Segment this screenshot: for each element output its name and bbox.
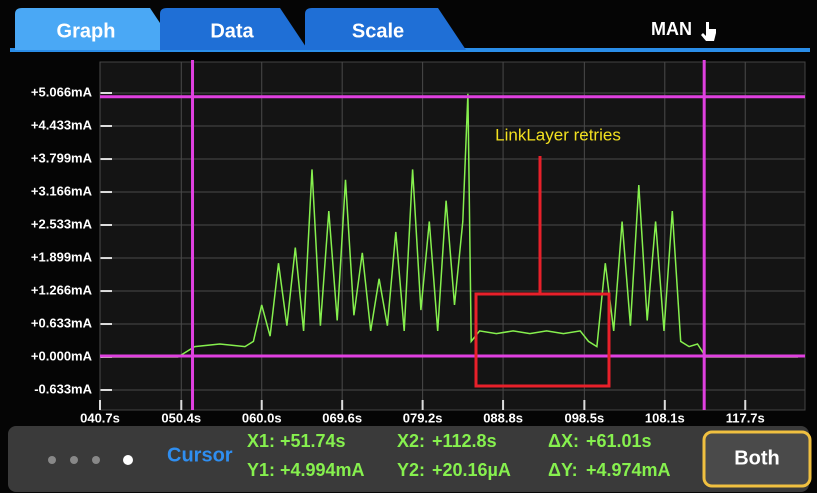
tab-label: Graph xyxy=(57,20,116,42)
page-dot xyxy=(70,456,78,464)
x-tick-label: 040.7s xyxy=(80,410,120,425)
x-tick-label: 108.1s xyxy=(645,410,685,425)
y-tick-label: +1.899mA xyxy=(31,249,93,264)
y-tick-label: -0.633mA xyxy=(34,381,92,396)
x-tick-label: 098.5s xyxy=(564,410,604,425)
y-tick-label: +0.633mA xyxy=(31,315,93,330)
mode-label[interactable]: MAN xyxy=(651,19,692,39)
y-tick-label: +4.433mA xyxy=(31,117,93,132)
x-tick-label: 050.4s xyxy=(161,410,201,425)
y-tick-label: +0.000mA xyxy=(31,348,93,363)
tab-label: Scale xyxy=(352,20,404,42)
plot-area xyxy=(99,61,806,411)
x-tick-label: 117.7s xyxy=(726,410,765,425)
cursor-title: Cursor xyxy=(167,444,233,466)
x-tick-label: 088.8s xyxy=(483,410,523,425)
annotation-box xyxy=(474,292,611,388)
x-tick-label: 060.0s xyxy=(242,410,282,425)
cursor-panel xyxy=(8,426,809,492)
page-dot xyxy=(92,456,100,464)
readout-name: ΔX: xyxy=(548,431,579,451)
x-tick-label: 069.6s xyxy=(322,410,362,425)
y-tick-label: +1.266mA xyxy=(31,282,93,297)
y-tick-label: +2.533mA xyxy=(31,216,93,231)
page-dot xyxy=(123,455,133,465)
readout-name: X1: xyxy=(247,431,275,451)
page-dot xyxy=(48,456,56,464)
readout-name: ΔY: xyxy=(548,460,578,480)
readout-name: Y2: xyxy=(397,460,425,480)
readout-value: +112.8s xyxy=(432,431,497,451)
readout-value: +4.974mA xyxy=(586,460,671,480)
readout-name: X2: xyxy=(397,431,425,451)
button-label: Both xyxy=(734,447,780,469)
x-tick-label: 079.2s xyxy=(403,410,443,425)
tab-scale[interactable] xyxy=(305,8,466,50)
readout-value: +4.994mA xyxy=(280,460,365,480)
both-button[interactable] xyxy=(702,430,812,488)
readout-value: +61.01s xyxy=(586,431,652,451)
plot: +5.066mA +4.433mA +3.799mA +3.166mA +2.533mA… xyxy=(31,60,805,425)
y-tick-label: +3.799mA xyxy=(31,150,93,165)
y-tick-label: +3.166mA xyxy=(31,183,93,198)
trace xyxy=(102,93,798,358)
tab-graph[interactable] xyxy=(15,8,178,50)
annotation: LinkLayer retries xyxy=(495,125,621,144)
tab-label: Data xyxy=(210,20,254,42)
readout-value: +51.74s xyxy=(280,431,346,451)
hand-icon xyxy=(701,22,716,41)
tab-data[interactable] xyxy=(160,8,308,50)
readout-value: +20.16µA xyxy=(432,460,511,480)
readout-name: Y1: xyxy=(247,460,275,480)
y-tick-label: +5.066mA xyxy=(31,84,93,99)
